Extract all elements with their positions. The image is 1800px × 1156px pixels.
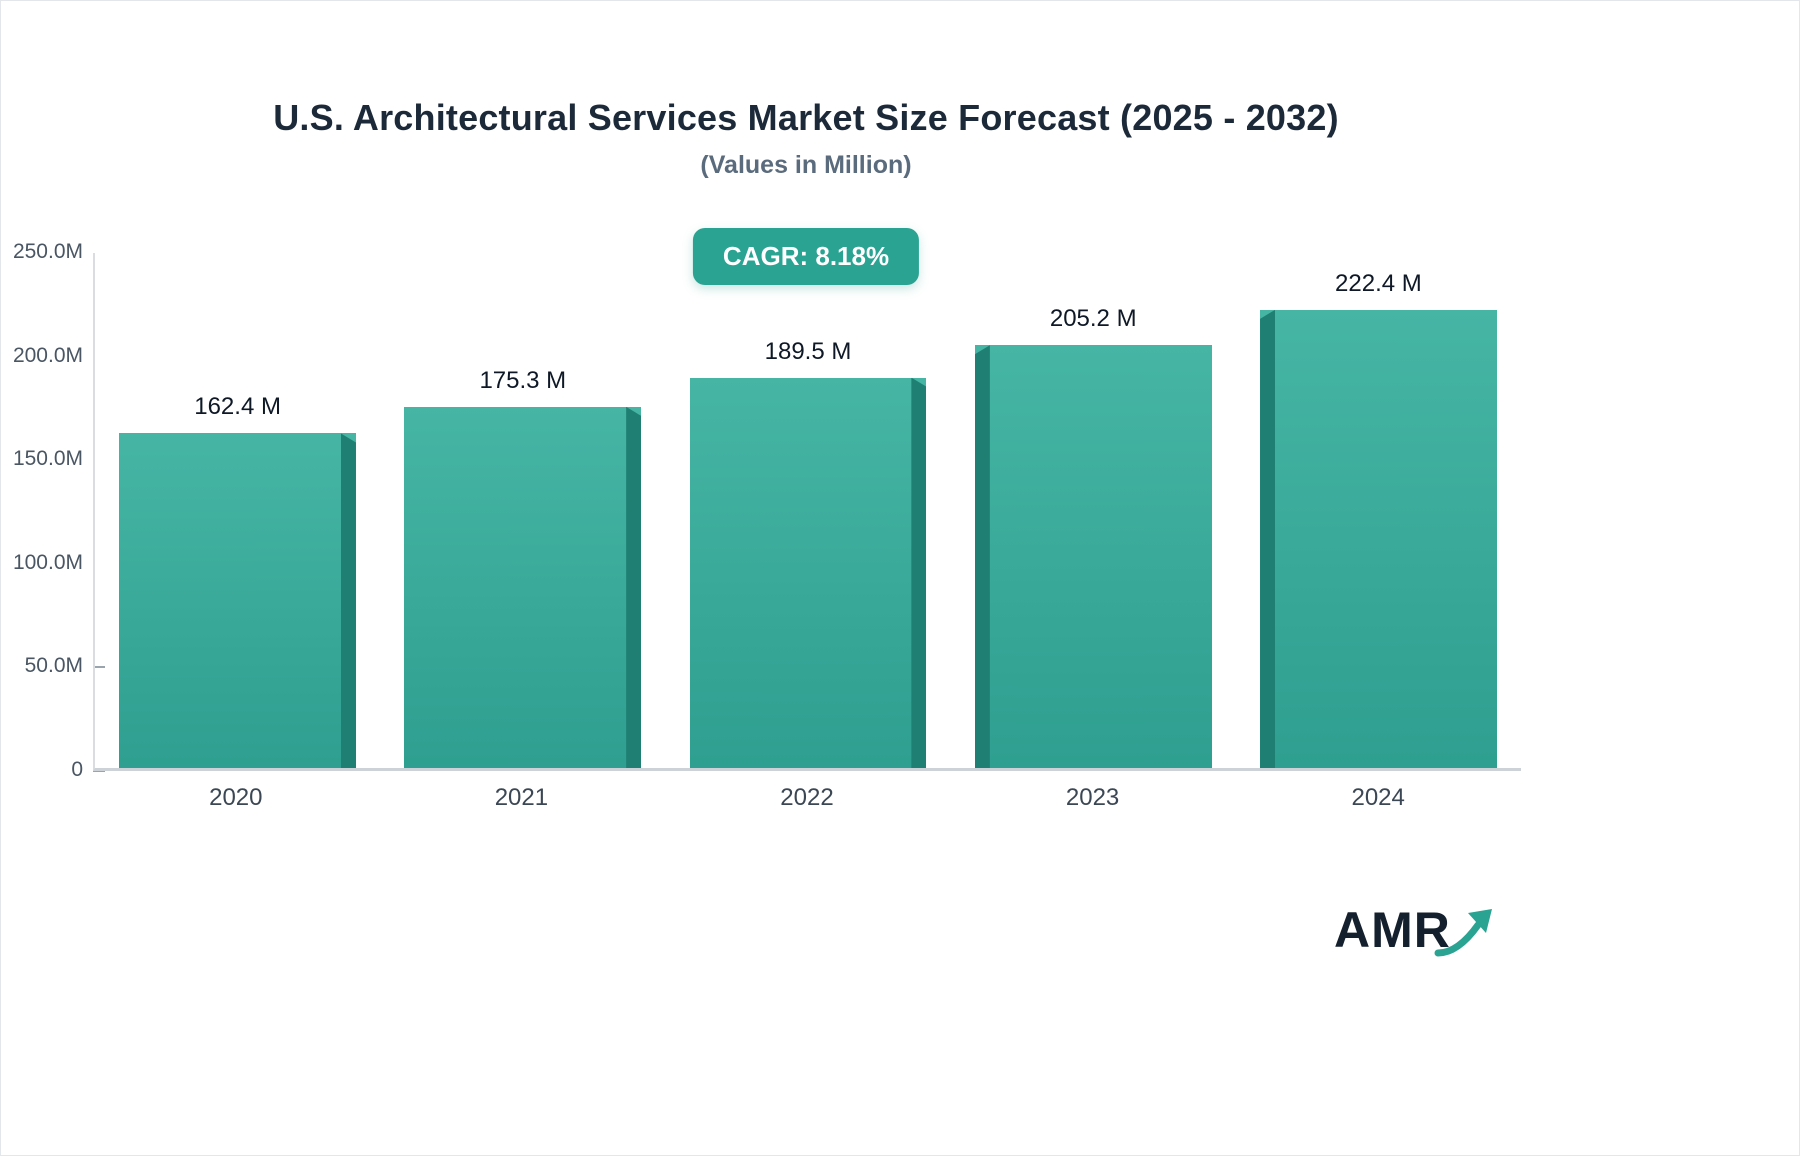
bar-side-face bbox=[1260, 309, 1276, 768]
bar-side-face bbox=[626, 406, 642, 768]
bar-value-label: 175.3 M bbox=[479, 366, 567, 394]
growth-arrow-icon bbox=[1434, 909, 1492, 957]
amr-logo-text: AMR bbox=[1334, 902, 1451, 958]
bar-value-label: 162.4 M bbox=[194, 393, 281, 421]
bar: 205.2 M bbox=[974, 305, 1212, 768]
bar-value-label: 189.5 M bbox=[764, 337, 852, 365]
bar: 222.4 M bbox=[1260, 270, 1497, 768]
bar-slot: 175.3 M bbox=[380, 253, 665, 768]
bar-slot: 162.4 M bbox=[95, 253, 380, 768]
bar-slot: 205.2 M bbox=[951, 253, 1236, 768]
x-axis-label: 2020 bbox=[209, 784, 263, 811]
y-tick-label: 50.0M bbox=[24, 654, 83, 678]
cagr-badge: CAGR: 8.18% bbox=[692, 228, 920, 285]
bar-value-label: 205.2 M bbox=[1049, 305, 1137, 333]
x-axis-label: 2023 bbox=[1065, 784, 1120, 811]
y-tick-label: 250.0M bbox=[12, 240, 83, 263]
y-axis: 0 50.0M 100.0M 150.0M 200.0M 250.0M bbox=[1, 240, 105, 781]
y-tick-label: 100.0M bbox=[12, 550, 83, 574]
bar-side-face bbox=[974, 345, 990, 768]
plot-area: 162.4 M 175.3 M 189.5 M 205.2 M 222.4 M bbox=[93, 253, 1521, 771]
bar-slot: 189.5 M bbox=[665, 253, 950, 768]
chart-title: U.S. Architectural Services Market Size … bbox=[273, 97, 1339, 138]
y-tick-label: 200.0M bbox=[12, 343, 83, 367]
bar: 189.5 M bbox=[689, 338, 927, 768]
y-tick-mark bbox=[93, 770, 105, 772]
bar: 162.4 M bbox=[119, 393, 356, 768]
x-axis-label: 2024 bbox=[1351, 784, 1405, 811]
amr-logo: AMR bbox=[1334, 899, 1494, 969]
bar-side-face bbox=[340, 433, 356, 768]
chart-subtitle: (Values in Million) bbox=[700, 151, 912, 179]
bar-side-face bbox=[911, 377, 927, 768]
y-tick-label: 150.0M bbox=[12, 447, 83, 471]
x-axis: 2020 2021 2022 2023 2024 bbox=[93, 784, 1521, 812]
bar: 175.3 M bbox=[404, 367, 642, 768]
bar-slot: 222.4 M bbox=[1236, 253, 1521, 768]
x-axis-label: 2022 bbox=[780, 784, 834, 811]
bar-value-label: 222.4 M bbox=[1335, 269, 1422, 297]
y-tick-mark bbox=[93, 666, 105, 669]
x-axis-label: 2021 bbox=[494, 784, 549, 811]
y-tick-label: 0 bbox=[71, 758, 83, 781]
